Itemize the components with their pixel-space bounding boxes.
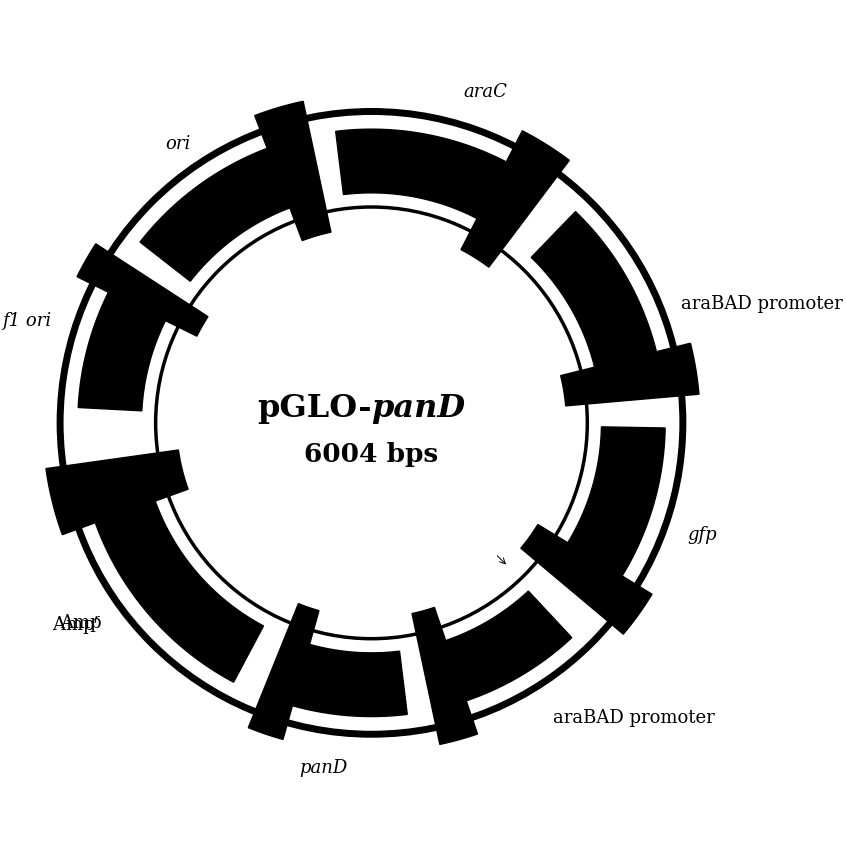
Polygon shape [521, 427, 665, 634]
Polygon shape [336, 130, 569, 267]
Text: araBAD promoter: araBAD promoter [553, 709, 715, 727]
Text: pGLO-: pGLO- [257, 393, 371, 424]
Polygon shape [46, 450, 263, 682]
Text: f1 ori: f1 ori [3, 313, 52, 330]
Text: Amp: Amp [60, 614, 102, 632]
Text: Amp$^r$: Amp$^r$ [52, 614, 102, 637]
Polygon shape [531, 212, 699, 406]
Polygon shape [140, 102, 331, 281]
Polygon shape [77, 244, 208, 411]
Text: araBAD promoter: araBAD promoter [681, 296, 843, 313]
Text: gfp: gfp [688, 527, 717, 545]
Text: panD: panD [299, 759, 347, 777]
Circle shape [60, 112, 683, 734]
Polygon shape [412, 591, 572, 745]
Text: ori: ori [165, 135, 190, 152]
Polygon shape [249, 604, 407, 739]
Text: panD: panD [371, 393, 465, 424]
Text: 6004 bps: 6004 bps [305, 442, 438, 468]
Text: araC: araC [464, 84, 508, 102]
